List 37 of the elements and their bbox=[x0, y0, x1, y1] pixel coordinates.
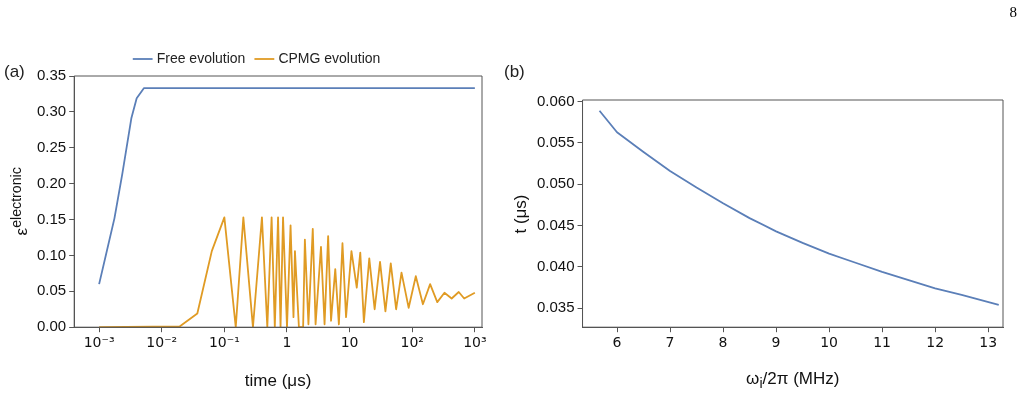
y-tick-label: 0.045 bbox=[536, 215, 575, 233]
x-tick-label: 9 bbox=[771, 334, 781, 351]
y-tick-label: 0.10 bbox=[36, 245, 67, 263]
x-tick-label: 10 bbox=[340, 334, 359, 351]
y-tick-label: 0.060 bbox=[536, 91, 575, 109]
x-tick-label: 12 bbox=[926, 334, 945, 351]
x-axis-title: ω$_{i}$/2π (MHz) bbox=[745, 368, 841, 391]
legend-label: Free evolution bbox=[156, 49, 246, 66]
y-tick-label: 0.035 bbox=[536, 298, 575, 316]
x-tick-label: 11 bbox=[873, 334, 892, 351]
x-tick-label: 8 bbox=[718, 334, 728, 351]
x-tick-label: 10⁻³ bbox=[83, 334, 115, 351]
x-tick-label: 1 bbox=[282, 334, 292, 351]
legend-label: CPMG evolution bbox=[278, 49, 381, 66]
text: 8 bbox=[1009, 4, 1017, 21]
chart-title: (a) bbox=[4, 62, 25, 82]
y-tick-label: 0.15 bbox=[36, 209, 67, 227]
y-tick-label: 0.25 bbox=[36, 137, 67, 155]
x-tick-label: 10² bbox=[400, 334, 424, 351]
y-tick-label: 0.050 bbox=[536, 174, 575, 192]
y-tick-label: 0.35 bbox=[36, 66, 67, 84]
x-axis-title: time (μs) bbox=[243, 371, 313, 391]
y-tick-label: 0.055 bbox=[536, 133, 575, 151]
y-axis-title: t (μs) bbox=[510, 194, 531, 234]
x-tick-label: 10⁻² bbox=[146, 334, 178, 351]
chart-title: (b) bbox=[504, 62, 525, 82]
y-tick-label: 0.05 bbox=[36, 281, 67, 299]
x-tick-label: 13 bbox=[979, 334, 998, 351]
x-tick-label: 6 bbox=[612, 334, 622, 351]
y-tick-label: 0.30 bbox=[36, 102, 67, 120]
x-tick-label: 10³ bbox=[463, 334, 487, 351]
x-tick-label: 10⁻¹ bbox=[208, 334, 240, 351]
y-tick-label: 0.00 bbox=[36, 317, 67, 335]
x-tick-label: 7 bbox=[665, 334, 675, 351]
y-tick-label: 0.040 bbox=[536, 257, 575, 275]
y-tick-label: 0.20 bbox=[36, 173, 67, 191]
x-tick-label: 10 bbox=[820, 334, 838, 351]
